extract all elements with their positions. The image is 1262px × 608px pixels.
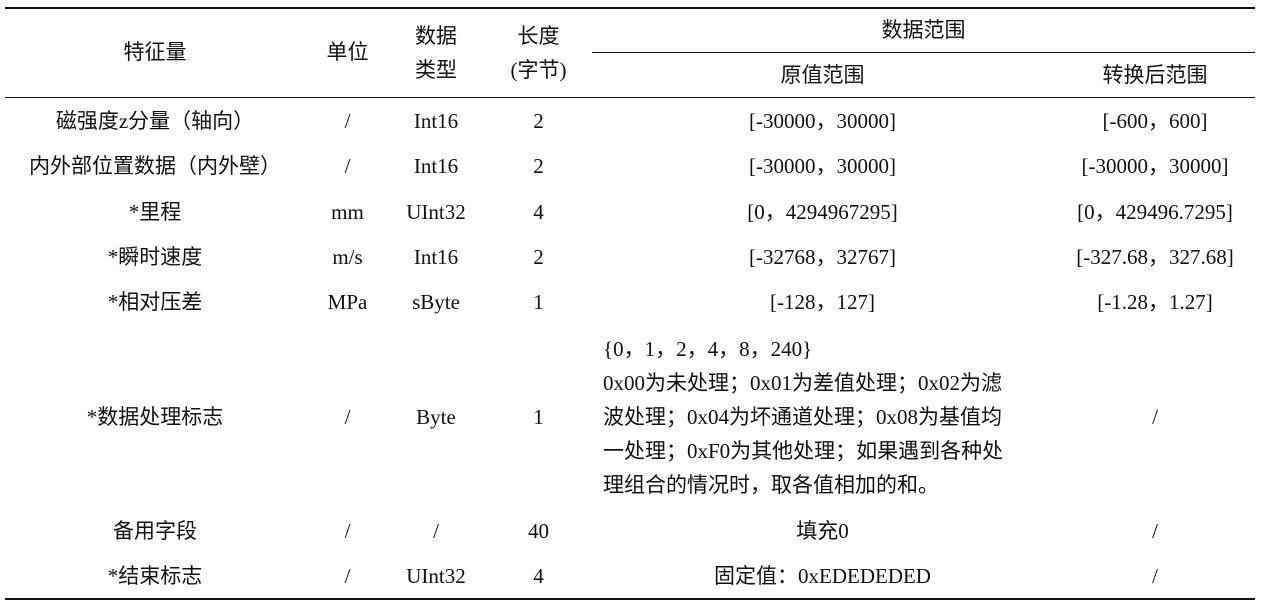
table-cell: 固定值：0xEDEDEDED (714, 564, 931, 588)
cell-line: 一处理；0xF0为其他处理；如果遇到各种处 (603, 439, 1004, 463)
table-cell: *里程 (128, 200, 182, 224)
cell-line: 长度 (517, 24, 560, 48)
top-rule (5, 7, 1255, 9)
table-cell: / (344, 109, 351, 133)
table-cell: *结束标志 (107, 564, 203, 588)
table-cell: / (344, 154, 351, 178)
table-cell: / (344, 564, 351, 588)
table-cell: / (1152, 405, 1158, 429)
table-cell: UInt32 (406, 564, 466, 588)
table-cell: 1 (533, 405, 544, 429)
table-cell: [0，4294967295] (747, 200, 898, 224)
table-cell: 4 (533, 564, 544, 588)
table-cell: / (344, 405, 351, 429)
cell-line: 0x00为未处理；0x01为差值处理；0x02为滤 (603, 371, 1002, 395)
table-cell: MPa (327, 290, 368, 314)
header-group-cell: 数据范围 (881, 18, 966, 42)
header-cell: 长度 (字节) (487, 19, 590, 87)
header-rule (5, 97, 1255, 98)
table-cell: 40 (528, 519, 549, 543)
cell-line: 数据 (415, 24, 457, 48)
table-cell: [-327.68，327.68] (1076, 245, 1234, 269)
cell-line: {0，1，2，4，8，240} (603, 337, 813, 361)
table-cell: {0，1，2，4，8，240} 0x00为未处理；0x01为差值处理；0x02为滤… (603, 332, 1053, 502)
header-cell: 单位 (326, 40, 369, 64)
table-cell: [-128，127] (770, 290, 875, 314)
table-cell: 2 (533, 109, 544, 133)
cell-line: (字节) (510, 58, 567, 82)
table-cell: [-32768，32767] (749, 245, 896, 269)
table-cell: 1 (533, 290, 544, 314)
table-cell: 2 (533, 245, 544, 269)
table-cell: [0，429496.7295] (1077, 200, 1233, 224)
table-cell: / (1152, 564, 1158, 588)
cell-line: 波处理；0x04为坏通道处理；0x08为基值均 (603, 405, 1002, 429)
table-cell: *相对压差 (107, 290, 203, 314)
header-cell: 原值范围 (780, 63, 865, 87)
table-cell: / (344, 519, 351, 543)
table-cell: / (433, 519, 439, 543)
cell-line: 理组合的情况时，取各值相加的和。 (603, 473, 939, 497)
table-cell: *数据处理标志 (86, 405, 224, 429)
table-cell: Int16 (413, 245, 459, 269)
table-cell: sByte (412, 290, 460, 314)
table-cell: 磁强度z分量（轴向） (55, 109, 255, 133)
table-cell: 内外部位置数据（内外壁） (29, 154, 281, 178)
table-cell: mm (331, 200, 364, 224)
table-cell: 2 (533, 154, 544, 178)
header-cell: 数据 类型 (385, 19, 487, 87)
table-cell: Int16 (413, 154, 459, 178)
header-cell: 转换后范围 (1102, 63, 1208, 87)
table-cell: *瞬时速度 (107, 245, 203, 269)
table-cell: 备用字段 (113, 519, 197, 543)
table-cell: / (1152, 519, 1158, 543)
table-cell: [-30000，30000] (749, 154, 896, 178)
header-cell: 特征量 (123, 40, 187, 64)
table-cell: m/s (332, 245, 363, 269)
table-cell: [-600，600] (1102, 109, 1208, 133)
table-cell: Byte (416, 405, 456, 429)
group-rule (592, 52, 1255, 53)
table-cell: UInt32 (406, 200, 466, 224)
bottom-rule (5, 598, 1255, 600)
table-cell: Int16 (413, 109, 459, 133)
table-cell: [-30000，30000] (749, 109, 896, 133)
table-cell: [-1.28，1.27] (1097, 290, 1213, 314)
table-cell: [-30000，30000] (1081, 154, 1229, 178)
table-cell: 填充0 (796, 519, 849, 543)
cell-line: 类型 (415, 58, 457, 82)
table-cell: 4 (533, 200, 544, 224)
